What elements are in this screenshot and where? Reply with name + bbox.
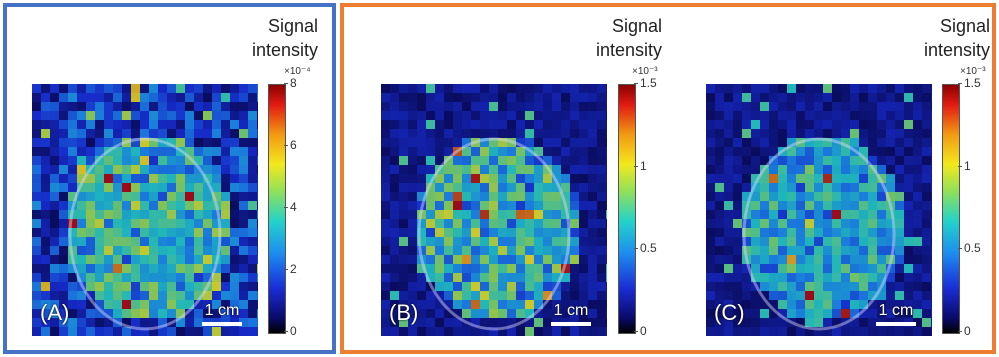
colorbar-tick-c: 0 [958,324,971,338]
scale-bar-c: 1 cm [876,302,916,326]
colorbar-tick-a: 8 [284,76,297,90]
colorbar-c [942,84,960,334]
colorbar-tick-a: 6 [284,138,297,152]
colorbar-tick-a: 2 [284,262,297,276]
scale-bar-label-b: 1 cm [553,302,589,319]
colorbar-exponent-c: ×10⁻³ [960,66,986,77]
colorbar-tick-c: 1 [958,158,971,173]
image-panel-c: (C) 1 cm [706,84,932,336]
colorbar-title-a: Signal intensity [251,16,318,60]
panel-label-b: (B) [389,300,419,325]
scale-bar-a: 1 cm [202,302,242,326]
panel-label-a: (A) [40,300,70,325]
scale-bar-line-c [876,322,916,326]
scale-bar-label-a: 1 cm [204,302,240,319]
heatmap-overlay-c [706,84,932,336]
colorbar-tick-b: 1 [634,158,647,173]
group-frame-left [3,3,336,354]
colorbar-tick-c: 1.5 [958,76,981,90]
scale-bar-line-a [202,322,242,326]
heatmap-overlay-a [32,84,258,336]
scale-bar-line-b [551,322,591,326]
colorbar-exponent-b: ×10⁻³ [632,66,658,77]
panel-label-c: (C) [714,300,745,325]
image-panel-a: (A) 1 cm [32,84,258,336]
colorbar-b [618,84,636,334]
scale-bar-b: 1 cm [551,302,591,326]
colorbar-tick-b: 0.5 [634,241,657,256]
colorbar-tick-c: 0.5 [958,241,981,256]
colorbar-tick-b: 1.5 [634,76,657,90]
colorbar-tick-a: 0 [284,324,297,338]
colorbar-tick-a: 4 [284,200,297,214]
heatmap-overlay-b [381,84,607,336]
colorbar-a [268,84,286,334]
colorbar-title-b: Signal intensity [595,16,662,60]
group-frame-right [340,3,996,354]
image-panel-b: (B) 1 cm [381,84,607,336]
colorbar-title-c: Signal intensity [923,16,990,60]
colorbar-exponent-a: ×10⁻⁴ [284,66,311,77]
colorbar-tick-b: 0 [634,324,647,338]
scale-bar-label-c: 1 cm [878,302,914,319]
